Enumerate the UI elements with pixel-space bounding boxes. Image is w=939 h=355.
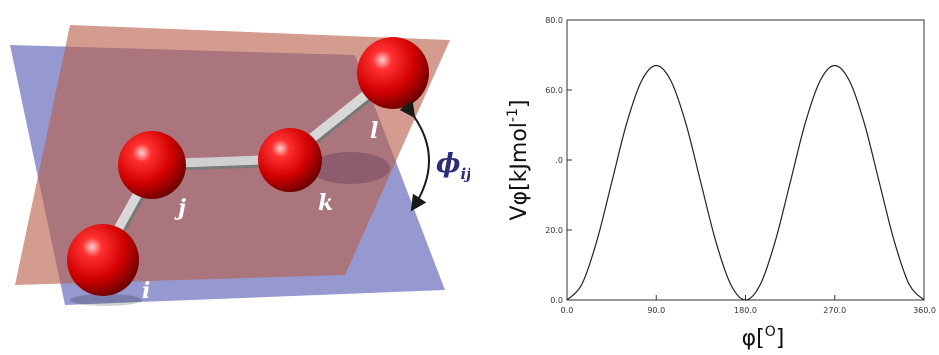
y-tick-label: .0 [555, 156, 563, 165]
series-line-potential [566, 64, 925, 301]
x-axis-ticks: 0.0 90.0 180.0 270.0 360.0 [561, 295, 936, 315]
atom-k [258, 128, 390, 192]
atom-label-l: l [370, 118, 378, 144]
x-axis-title: φ[O] [742, 324, 785, 351]
x-tick-label: 180.0 [734, 306, 757, 315]
y-axis-title-base: Vφ[kJmol [507, 122, 532, 220]
atom-label-i: i [142, 278, 150, 304]
x-tick-label: 360.0 [913, 306, 936, 315]
y-tick-label: 80.0 [545, 16, 563, 25]
y-tick-label: 0.0 [550, 296, 563, 305]
y-tick-label: 60.0 [545, 86, 563, 95]
x-tick-label: 0.0 [561, 306, 574, 315]
plot-area [566, 19, 925, 301]
dihedral-label: ϕijkl [436, 149, 470, 183]
y-axis-title-end: ] [507, 100, 532, 109]
y-tick-label: 20.0 [545, 226, 563, 235]
atom-i [67, 224, 142, 306]
dihedral-symbol: ϕ [436, 149, 460, 179]
y-axis-title-sup: -1 [505, 108, 521, 122]
dihedral-angle-diagram: i j k l ϕijkl [10, 25, 470, 306]
atom-j [118, 131, 186, 199]
x-tick-label: 90.0 [647, 306, 665, 315]
x-axis-title-base: φ[ [742, 326, 765, 351]
atom-label-k: k [318, 190, 333, 216]
dihedral-arrow [399, 100, 430, 212]
x-tick-label: 270.0 [823, 306, 846, 315]
atom-l [357, 37, 429, 109]
x-axis-title-end: ] [776, 326, 785, 351]
torsion-potential-chart: 0.0 20.0 .0 60.0 80.0 0.0 90.0 180.0 270.0 360.0… [505, 16, 936, 351]
y-axis-ticks: 0.0 20.0 .0 60.0 80.0 [545, 16, 572, 305]
y-axis-title: Vφ[kJmol-1] [505, 100, 532, 221]
x-axis-title-sup: O [765, 324, 776, 340]
